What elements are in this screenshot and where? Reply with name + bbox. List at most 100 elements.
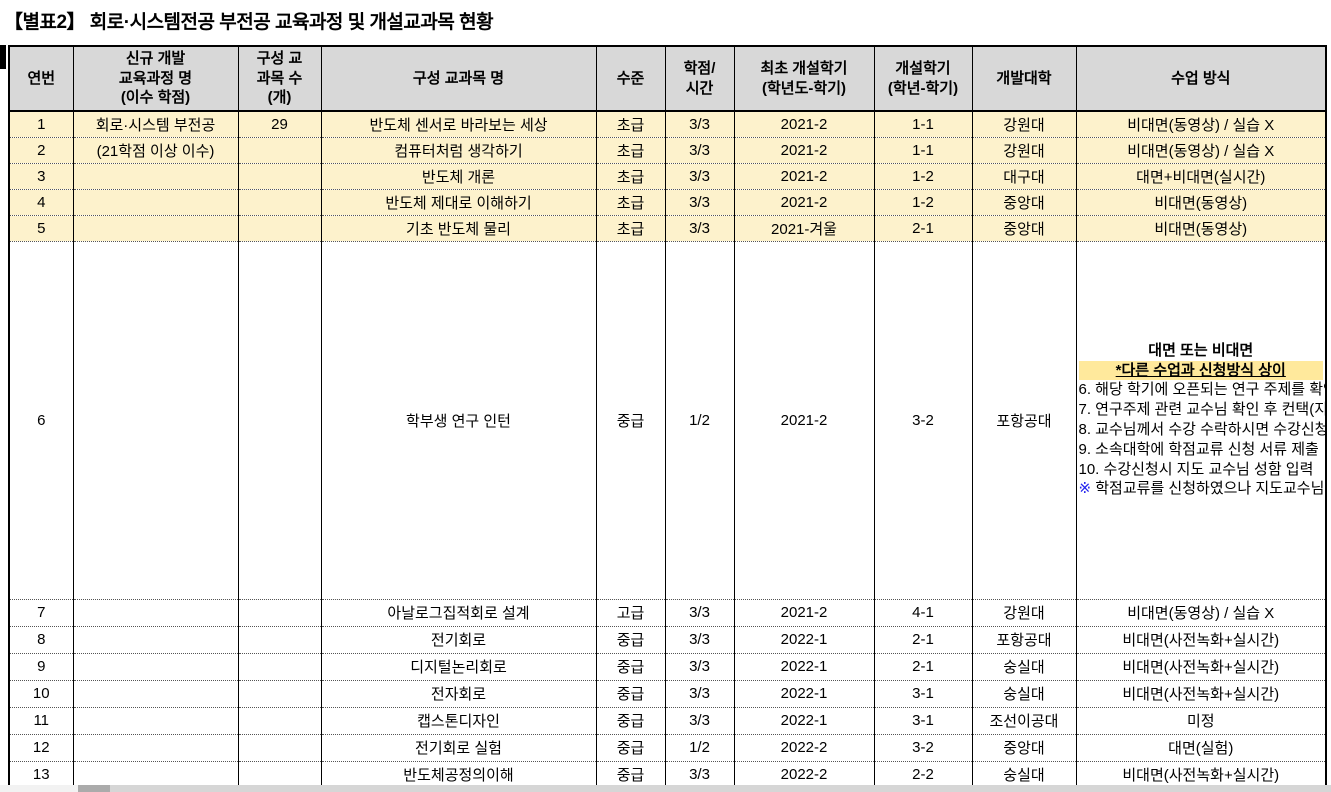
cell-first-semester: 2021-2 [733, 241, 875, 600]
method-step: 8. 교수님께서 수강 수락하시면 수강신청 가능 [1078, 421, 1326, 438]
cell-count [237, 215, 322, 242]
cell-method: 비대면(사전녹화+실시간) [1075, 653, 1327, 681]
cell-course: 기초 반도체 물리 [320, 215, 597, 242]
header-course-name: 구성 교과목 명 [320, 45, 597, 112]
table-row: 7 아날로그집적회로 설계 고급 3/3 2021-2 4-1 강원대 비대면(… [8, 599, 1327, 627]
method-step: 10. 수강신청시 지도 교수님 성함 입력 [1078, 460, 1314, 478]
cell-no: 6 [8, 241, 74, 600]
cell-credit: 3/3 [664, 680, 735, 708]
cell-university: 포항공대 [971, 626, 1077, 654]
cell-course: 반도체 개론 [320, 163, 597, 190]
cell-first-semester: 2022-2 [733, 734, 875, 762]
method-warning-highlighted: *다른 수업과 신청방식 상이 [1078, 360, 1323, 381]
table-row: 5 기초 반도체 물리 초급 3/3 2021-겨울 2-1 중앙대 비대면(동… [8, 215, 1327, 242]
cell-first-semester: 2022-1 [733, 626, 875, 654]
header-first-semester: 최초 개설학기 (학년도-학기) [733, 45, 875, 112]
cell-course: 캡스톤디자인 [320, 707, 597, 735]
cell-program [72, 189, 239, 216]
cell-no: 11 [8, 707, 74, 735]
cell-credit: 3/3 [664, 653, 735, 681]
cell-semester: 1-1 [873, 111, 973, 138]
cell-semester: 3-2 [873, 734, 973, 762]
cell-level: 중급 [595, 653, 666, 681]
cell-first-semester: 2022-2 [733, 761, 875, 789]
cell-program [72, 734, 239, 762]
cell-program [72, 599, 239, 627]
cell-program [72, 163, 239, 190]
scrollbar-track-lead[interactable] [0, 785, 78, 792]
cell-first-semester: 2022-1 [733, 707, 875, 735]
header-row: 연번 신규 개발 교육과정 명 (이수 학점) 구성 교 과목 수 (개) 구성… [8, 45, 1327, 112]
cell-no: 4 [8, 189, 74, 216]
cell-credit: 3/3 [664, 215, 735, 242]
cell-university: 대구대 [971, 163, 1077, 190]
cell-first-semester: 2021-2 [733, 599, 875, 627]
cell-method: 비대면(동영상) [1075, 215, 1327, 242]
cell-semester: 1-2 [873, 163, 973, 190]
header-no: 연번 [8, 45, 74, 112]
header-method: 수업 방식 [1075, 45, 1327, 112]
table-row: 12 전기회로 실험 중급 1/2 2022-2 3-2 중앙대 대면(실험) [8, 734, 1327, 762]
cell-level: 중급 [595, 241, 666, 600]
cell-university: 조선이공대 [971, 707, 1077, 735]
cell-level: 초급 [595, 215, 666, 242]
cell-semester: 2-1 [873, 215, 973, 242]
scrollbar-thumb[interactable] [78, 785, 110, 792]
method-step: 7. 연구주제 관련 교수님 확인 후 컨택(지도요청) [1078, 401, 1326, 419]
cell-university: 강원대 [971, 111, 1077, 138]
cell-course: 학부생 연구 인턴 [320, 241, 597, 600]
cell-count [237, 626, 322, 654]
cell-method: 비대면(동영상) / 실습 X [1075, 111, 1327, 138]
cell-no: 10 [8, 680, 74, 708]
cell-first-semester: 2022-1 [733, 680, 875, 708]
cell-program [72, 215, 239, 242]
cell-credit: 3/3 [664, 761, 735, 789]
cell-university: 중앙대 [971, 189, 1077, 216]
cell-university: 숭실대 [971, 761, 1077, 789]
cell-credit: 3/3 [664, 189, 735, 216]
cell-method: 대면+비대면(실시간) [1075, 163, 1327, 190]
cell-count [237, 189, 322, 216]
cell-university: 숭실대 [971, 653, 1077, 681]
cell-no: 5 [8, 215, 74, 242]
cell-program [72, 707, 239, 735]
cell-credit: 3/3 [664, 137, 735, 164]
method-note: ※ 학점교류를 신청하였으나 지도교수님께 지도 요청을 드리지 못한 학생은 … [1079, 479, 1326, 499]
table-row-research-intern: 6 학부생 연구 인턴 중급 1/2 2021-2 3-2 포항공대 대면 또는… [8, 241, 1327, 600]
cell-method-research: 대면 또는 비대면 *다른 수업과 신청방식 상이 6. 해당 학기에 오픈되는… [1075, 241, 1327, 600]
cell-program [72, 761, 239, 789]
cell-no: 9 [8, 653, 74, 681]
table-row: 10 전자회로 중급 3/3 2022-1 3-1 숭실대 비대면(사전녹화+실… [8, 680, 1327, 708]
header-program: 신규 개발 교육과정 명 (이수 학점) [72, 45, 239, 112]
cell-count [237, 761, 322, 789]
cell-credit: 3/3 [664, 111, 735, 138]
cell-university: 포항공대 [971, 241, 1077, 600]
header-level: 수준 [595, 45, 666, 112]
cell-course: 전자회로 [320, 680, 597, 708]
cell-first-semester: 2021-2 [733, 137, 875, 164]
cell-method: 비대면(사전녹화+실시간) [1075, 761, 1327, 789]
cell-level: 초급 [595, 189, 666, 216]
table-row: 11 캡스톤디자인 중급 3/3 2022-1 3-1 조선이공대 미정 [8, 707, 1327, 735]
header-course-count: 구성 교 과목 수 (개) [237, 45, 322, 112]
cell-semester: 3-2 [873, 241, 973, 600]
horizontal-scrollbar[interactable] [0, 785, 1331, 792]
cell-count [237, 241, 322, 600]
cell-university: 중앙대 [971, 215, 1077, 242]
cell-semester: 3-1 [873, 707, 973, 735]
cell-method: 미정 [1075, 707, 1327, 735]
cell-credit: 1/2 [664, 241, 735, 600]
cell-semester: 4-1 [873, 599, 973, 627]
cell-semester: 2-1 [873, 653, 973, 681]
cell-credit: 3/3 [664, 707, 735, 735]
cell-course: 아날로그집적회로 설계 [320, 599, 597, 627]
cell-count [237, 163, 322, 190]
cell-program [72, 626, 239, 654]
cell-course: 반도체공정의이해 [320, 761, 597, 789]
cell-count [237, 680, 322, 708]
cell-level: 중급 [595, 626, 666, 654]
cell-no: 7 [8, 599, 74, 627]
cell-count [237, 599, 322, 627]
cell-semester: 3-1 [873, 680, 973, 708]
cell-count [237, 734, 322, 762]
